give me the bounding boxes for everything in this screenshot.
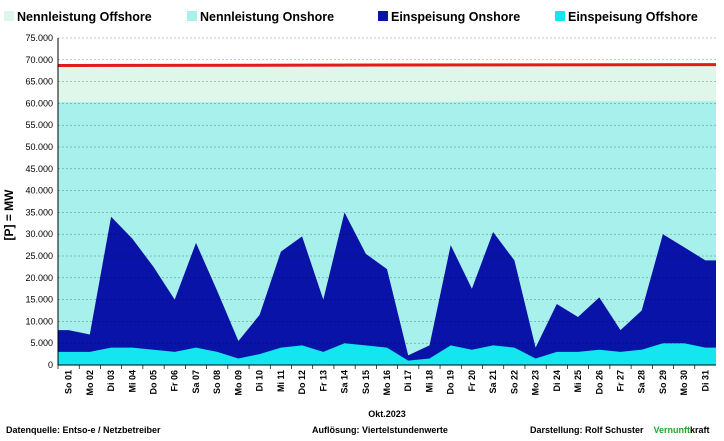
x-tick-label: Di 24 [552, 370, 562, 392]
x-tick-label: Sa 28 [637, 370, 647, 394]
x-tick-label: Sa 07 [191, 370, 201, 394]
x-tick-label: So 29 [658, 370, 668, 394]
x-tick-label: Mo 02 [85, 370, 95, 396]
legend-label-nennleistung-onshore: Nennleistung Onshore [200, 10, 334, 24]
x-tick-label: Mo 16 [382, 370, 392, 396]
y-axis-label: [P] = MW [2, 189, 16, 241]
series-einspeisung-offshore [58, 343, 716, 365]
legend-label-nennleistung-offshore: Nennleistung Offshore [17, 10, 152, 24]
y-tick-label: 75.000 [25, 33, 53, 43]
x-tick-label: Do 19 [446, 370, 456, 395]
x-tick-label: So 15 [361, 370, 371, 394]
x-tick-label: Mo 30 [679, 370, 689, 396]
x-tick-label: Mi 11 [276, 370, 286, 392]
brand-logo-part2: kraft [690, 425, 710, 435]
x-tick-label: Di 10 [255, 370, 265, 392]
x-tick-label: Fr 20 [467, 370, 477, 392]
y-tick-label: 0 [48, 360, 53, 370]
footer-resolution: Auflösung: Viertelstundenwerte [312, 425, 448, 435]
y-tick-label: 55.000 [25, 120, 53, 130]
x-tick-label: Sa 14 [340, 370, 350, 394]
legend-label-einspeisung-offshore: Einspeisung Offshore [568, 10, 698, 24]
series-einspeisung-onshore [58, 212, 716, 365]
x-tick-label: Mo 09 [233, 370, 243, 396]
series-nennleistung-onshore [58, 101, 716, 365]
x-tick-label: Di 03 [106, 370, 116, 392]
x-tick-label: Sa 21 [488, 370, 498, 394]
legend: Nennleistung Offshore Nennleistung Onshor… [4, 10, 698, 24]
legend-swatch-einspeisung-offshore [555, 11, 565, 21]
y-tick-label: 15.000 [25, 295, 53, 305]
capacity-total-line [57, 63, 717, 67]
x-tick-label: Do 12 [297, 370, 307, 395]
x-tick-label: Fr 27 [615, 370, 625, 392]
x-tick-label: Mo 23 [531, 370, 541, 396]
y-tick-label: 40.000 [25, 186, 53, 196]
x-tick-label: Do 05 [149, 370, 159, 395]
brand-logo-part1: Vernunft [653, 425, 691, 435]
footer-author: Darstellung: Rolf Schuster [530, 425, 644, 435]
y-tick-label: 45.000 [25, 164, 53, 174]
x-axis-label: Okt.2023 [368, 409, 406, 419]
x-tick-label: Mi 18 [424, 370, 434, 393]
footer-credit: Darstellung: Rolf Schuster Vernunftkraft [530, 425, 710, 435]
y-tick-label: 60.000 [25, 98, 53, 108]
x-tick-label: Di 17 [403, 370, 413, 392]
legend-swatch-nennleistung-offshore [4, 11, 14, 21]
footer-source: Datenquelle: Entso-e / Netzbetreiber [6, 425, 161, 435]
y-tick-label: 20.000 [25, 273, 53, 283]
x-tick-label: Di 31 [700, 370, 710, 392]
x-tick-label: So 01 [64, 370, 74, 394]
x-tick-label: So 22 [509, 370, 519, 394]
x-tick-label: Fr 06 [170, 370, 180, 392]
y-tick-label: 30.000 [25, 229, 53, 239]
x-tick-label: So 08 [212, 370, 222, 394]
y-axis: 0 5.000 10.000 15.000 20.000 25.000 30.000 35.0… [25, 33, 53, 370]
y-tick-label: 50.000 [25, 142, 53, 152]
y-tick-label: 5.000 [30, 338, 53, 348]
legend-swatch-einspeisung-onshore [378, 11, 388, 21]
x-tick-label: Do 26 [594, 370, 604, 395]
x-axis: So 01 Mo 02 Di 03 Mi 04 Do 05 Fr 06 Sa 07 So 08… [57, 365, 710, 396]
legend-label-einspeisung-onshore: Einspeisung Onshore [391, 10, 520, 24]
x-tick-label: Mi 25 [573, 370, 583, 393]
y-tick-label: 70.000 [25, 55, 53, 65]
legend-swatch-nennleistung-onshore [187, 11, 197, 21]
y-tick-label: 65.000 [25, 77, 53, 87]
x-tick-label: Fr 13 [318, 370, 328, 392]
y-tick-label: 10.000 [25, 316, 53, 326]
y-tick-label: 25.000 [25, 251, 53, 261]
y-tick-label: 35.000 [25, 207, 53, 217]
plot-area [57, 37, 717, 366]
x-tick-label: Mi 04 [127, 370, 137, 393]
